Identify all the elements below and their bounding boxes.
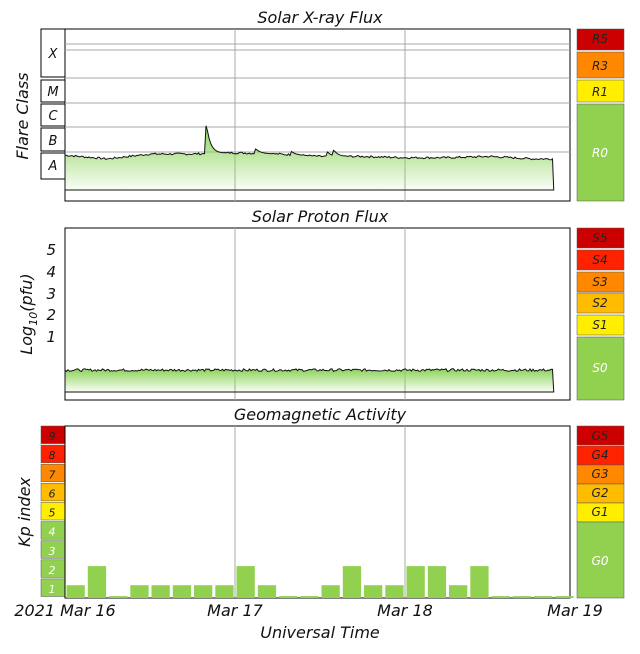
xray-r-scale: R5 R3 R1 R0 [576, 28, 625, 202]
s4-band [576, 249, 625, 271]
x-axis-ticks: 2021 Mar 16 Mar 17 Mar 18 Mar 19 [14, 601, 603, 620]
proton-s-scale: S5 S4 S3 S2 S1 S0 [576, 227, 625, 401]
x-axis-label: Universal Time [260, 623, 380, 642]
kp-bar [427, 566, 447, 598]
kp-bars [66, 566, 574, 598]
kp-bar [109, 596, 128, 598]
g3-label: G3 [592, 467, 609, 481]
kp-bar [512, 596, 532, 598]
xray-class-x: X [48, 47, 59, 62]
geomag-title: Geomagnetic Activity [234, 405, 407, 424]
kp-bar [194, 585, 213, 598]
s0-band [576, 336, 625, 401]
s4-label: S4 [592, 253, 607, 267]
geomag-gridlines [234, 426, 406, 598]
x-tick-mar16: 2021 Mar 16 [14, 601, 115, 620]
proton-tick-1: 1 [46, 328, 56, 346]
kp-bar [534, 596, 553, 598]
g5-band [576, 425, 625, 446]
kp-level-label-4: 4 [49, 526, 56, 539]
s2-band [576, 292, 625, 314]
proton-tick-4: 4 [46, 263, 56, 281]
kp-bar [491, 596, 510, 598]
kp-level-label-1: 1 [49, 583, 56, 596]
xray-flux-area [64, 125, 555, 191]
xray-class-b: B [49, 134, 58, 149]
kp-level-column: 9 8 7 6 5 4 3 2 1 [40, 425, 66, 597]
r3-band [576, 51, 625, 79]
r1-label: R1 [592, 85, 608, 99]
kp-level-label-8: 8 [49, 449, 56, 462]
xray-class-m: M [47, 85, 58, 100]
kp-level-label-9: 9 [49, 430, 56, 443]
kp-bar [364, 585, 383, 598]
proton-ylabel: Log10(pfu) [17, 273, 40, 354]
s1-band [576, 314, 625, 336]
kp-bar [279, 596, 298, 598]
r0-band [576, 103, 625, 202]
kp-bar [342, 566, 362, 598]
xray-class-a: A [48, 159, 58, 174]
kp-bar [449, 585, 468, 598]
geomag-ylabel-group: Kp index [15, 477, 34, 547]
kp-bar [406, 566, 425, 598]
xray-class-column: X M C B A [40, 28, 66, 180]
proton-flux-area [64, 367, 555, 393]
g0-band [576, 521, 625, 599]
proton-ylabel-group: Log10(pfu) [17, 273, 40, 354]
x-tick-mar18: Mar 18 [377, 601, 433, 620]
xray-title: Solar X-ray Flux [257, 8, 383, 27]
kp-bar [130, 585, 149, 598]
r1-band [576, 79, 625, 103]
kp-bar [172, 585, 192, 598]
kp-level-label-5: 5 [49, 507, 56, 520]
proton-tick-3: 3 [46, 285, 56, 303]
kp-level-label-2: 2 [49, 564, 56, 577]
r3-label: R3 [592, 59, 608, 73]
kp-bar [215, 585, 234, 598]
xray-ylabel: Flare Class [13, 72, 32, 159]
g1-label: G1 [592, 505, 609, 519]
s2-label: S2 [592, 296, 607, 310]
kp-bar [236, 566, 255, 598]
kp-bar [151, 585, 170, 598]
g2-label: G2 [592, 486, 609, 500]
kp-level-label-7: 7 [49, 468, 56, 481]
kp-bar [385, 585, 404, 598]
r0-label: R0 [592, 146, 608, 160]
geomag-g-scale: G5 G4 G3 G2 G1 G0 [576, 425, 625, 599]
s5-band [576, 227, 625, 249]
r5-band [576, 28, 625, 51]
r5-label: R5 [592, 32, 608, 46]
kp-level-label-3: 3 [49, 545, 56, 558]
kp-bar [66, 585, 85, 598]
proton-y-ticks: 5 4 3 2 1 [46, 241, 56, 346]
kp-bar [321, 585, 340, 598]
proton-title: Solar Proton Flux [252, 207, 389, 226]
s5-label: S5 [592, 231, 607, 245]
s0-label: S0 [592, 361, 608, 375]
geomag-plot-area [64, 425, 571, 599]
g5-label: G5 [592, 429, 609, 443]
kp-bar [300, 596, 319, 598]
g4-label: G4 [592, 448, 609, 462]
kp-bar [555, 596, 574, 598]
xray-class-c: C [48, 109, 58, 124]
xray-ylabel-group: Flare Class [13, 72, 32, 159]
kp-bar [257, 585, 277, 598]
proton-tick-5: 5 [46, 241, 56, 259]
kp-bar [470, 566, 489, 598]
kp-bar [87, 566, 107, 598]
s3-band [576, 271, 625, 293]
g0-label: G0 [592, 554, 609, 568]
s3-label: S3 [592, 275, 607, 289]
s1-label: S1 [592, 318, 607, 332]
x-tick-mar17: Mar 17 [207, 601, 263, 620]
geomag-ylabel: Kp index [15, 477, 34, 547]
kp-level-label-6: 6 [49, 487, 56, 500]
proton-tick-2: 2 [46, 306, 56, 324]
x-tick-mar19: Mar 19 [547, 601, 603, 620]
